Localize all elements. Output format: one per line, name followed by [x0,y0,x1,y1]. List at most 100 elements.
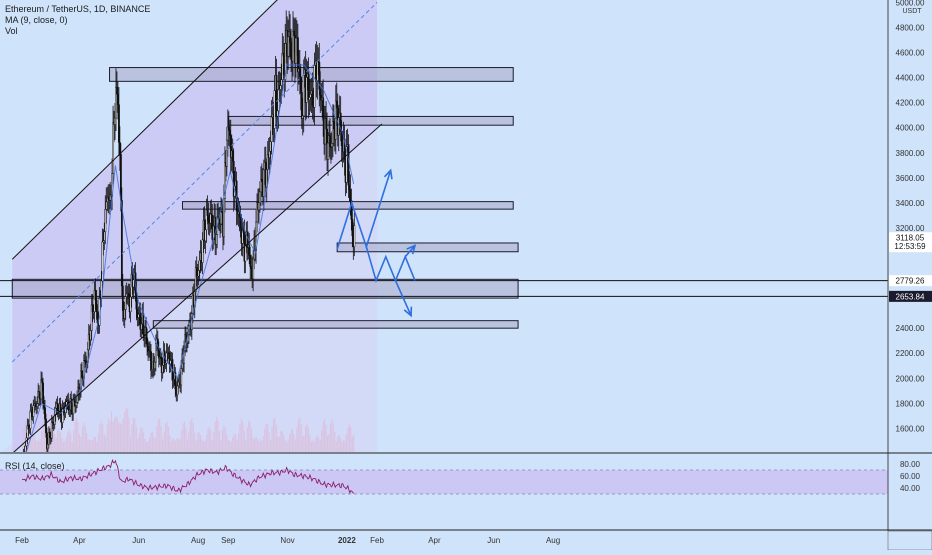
volume-bar [189,421,191,452]
rsi-tick-label: 60.00 [900,472,921,481]
candle-body [118,104,120,143]
volume-bar [89,439,91,452]
candle-body [142,312,145,335]
volume-bar [167,426,170,452]
volume-bar [207,429,209,452]
volume-bar [191,418,193,452]
volume-bar [300,423,302,452]
candle-body [331,143,333,148]
volume-bar [216,417,218,452]
volume-bar [129,436,132,452]
candle-body [301,115,304,119]
volume-bar [116,417,118,452]
volume-bar [345,434,348,452]
projection-up-path[interactable] [336,170,392,250]
corner-box [887,530,932,551]
channel-mid-line[interactable] [11,2,378,363]
volume-bar [90,439,92,452]
channel-upper-line[interactable] [11,0,304,260]
candle-body [353,225,356,247]
volume-bar [351,436,353,452]
volume-bar [35,439,37,452]
channel-lower-line[interactable] [12,123,383,454]
volume-bar [265,423,267,452]
volume-bar [325,424,327,452]
volume-bar [64,441,66,452]
projection-down-path[interactable] [394,280,412,316]
legend-rsi[interactable]: RSI (14, close) [5,461,65,471]
volume-bar [321,430,323,452]
volume-bar [67,432,69,452]
candle-body [180,368,183,386]
candle-body [29,410,32,429]
volume-bar [84,425,86,452]
volume-bar [109,420,111,452]
candle-body [140,323,143,330]
candle-body [282,53,285,57]
volume-bar [198,431,200,452]
volume-bar [61,437,63,452]
volume-bar [80,437,82,452]
candle-body [44,407,46,420]
candle-body [259,191,261,204]
candle-body [174,372,177,390]
volume-bar [227,439,229,452]
volume-bar [183,421,186,452]
candle-body [107,196,110,200]
volume-bar [275,425,277,452]
candle-body [275,75,278,117]
candle-body [157,348,160,359]
candle-body [335,100,338,109]
zone-box[interactable] [181,201,514,210]
volume-bar [251,428,253,452]
volume-bar [331,419,333,452]
price-badge-label: 2653.84 [896,292,925,301]
volume-bar [77,422,79,452]
time-tick-label: Aug [546,536,560,545]
ma-line [25,64,355,452]
candle-body [198,260,201,271]
candle-body [227,126,230,131]
volume-bar [159,418,161,452]
candle-body [23,451,26,452]
candle-body [169,360,172,365]
projection-zigzag-path[interactable] [365,246,416,284]
candle-body [327,142,329,160]
volume-bar [293,433,295,452]
volume-bar [164,423,167,452]
volume-bar [226,433,228,452]
legend-ma[interactable]: MA (9, close, 0) [5,15,68,25]
projection-path[interactable] [336,168,417,318]
channel-lines[interactable] [11,0,383,454]
volume-bar [305,426,307,452]
volume-bar [62,441,64,452]
price-tick-label: 5000.00 [896,0,925,7]
volume-bar [246,427,248,452]
projection-up2-path[interactable] [404,244,416,258]
candle-body [311,90,314,106]
legend-vol[interactable]: Vol [5,26,18,36]
candle-body [89,330,92,341]
zone-box[interactable] [152,320,519,329]
volume-bar [118,421,120,452]
volume-bar [30,439,32,452]
volume-bar [146,441,148,452]
volume-bar [92,440,94,452]
volume-bar [261,441,263,452]
price-tick-label: 4800.00 [896,23,925,32]
volume-bar [255,436,257,452]
zone-box[interactable] [11,278,519,299]
candle-body [313,65,316,108]
horizontal-lines[interactable] [0,280,888,297]
support-resistance-zones[interactable] [11,67,519,329]
candle-body [239,216,242,229]
candle-body [104,209,107,233]
volume-bar [272,418,275,452]
volume-bar [224,427,226,452]
zone-box[interactable] [336,242,519,253]
legend-symbol[interactable]: Ethereum / TetherUS, 1D, BINANCE [5,4,151,14]
candle-body [201,239,204,263]
volume-bar [102,423,104,452]
